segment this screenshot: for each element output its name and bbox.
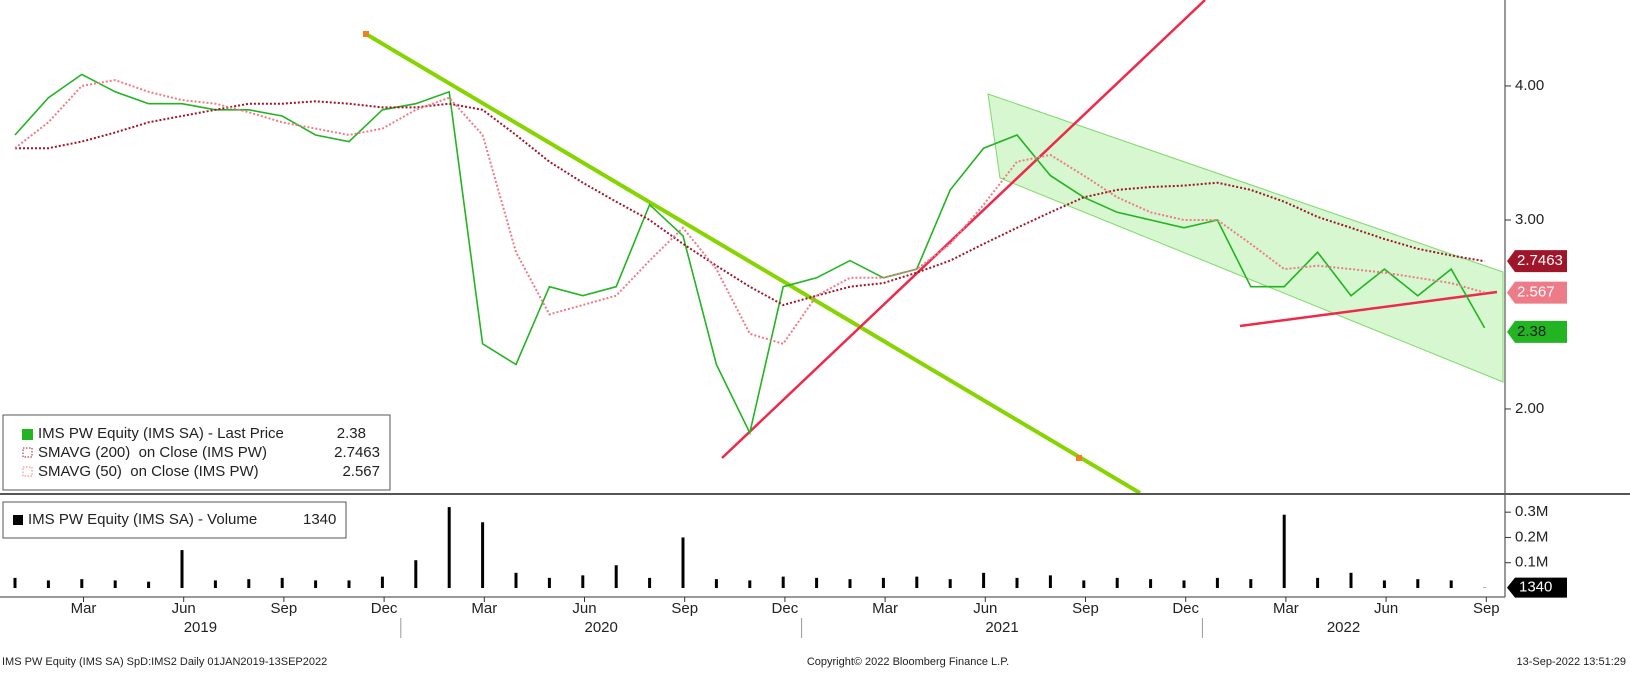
- x-tick-label: Jun: [973, 600, 997, 617]
- volume-bar: [1183, 580, 1186, 588]
- volume-bar: [648, 578, 651, 588]
- legend-value: 2.38: [337, 425, 366, 442]
- volume-bar: [882, 578, 885, 588]
- value-badge-label: 2.38: [1517, 323, 1546, 340]
- volume-bar: [448, 507, 451, 588]
- x-tick-label: Mar: [471, 600, 497, 617]
- y-tick-label: 3.00: [1515, 211, 1544, 228]
- x-tick-label: Dec: [371, 600, 398, 617]
- volume-bar: [80, 579, 83, 588]
- volume-bar: [1082, 580, 1085, 588]
- year-label: 2021: [985, 619, 1018, 636]
- volume-bar: [214, 580, 217, 588]
- volume-bar: [1416, 579, 1419, 588]
- x-tick-label: Mar: [872, 600, 898, 617]
- volume-bar: [1216, 578, 1219, 588]
- legend-swatch: [13, 515, 23, 525]
- volume-bar: [1350, 573, 1353, 588]
- volume-bar: [1383, 580, 1386, 588]
- volume-bar: [515, 573, 518, 588]
- volume-bar: [915, 577, 918, 588]
- year-label: 2020: [585, 619, 618, 636]
- volume-bar: [682, 537, 685, 588]
- volume-bar: [815, 578, 818, 588]
- volume-bar: [949, 579, 952, 588]
- volume-bar: [782, 577, 785, 588]
- x-tick-label: Dec: [1172, 600, 1199, 617]
- x-tick-label: Sep: [1473, 600, 1500, 617]
- trend-handle: [1076, 455, 1082, 461]
- x-tick-label: Dec: [772, 600, 799, 617]
- x-tick-label: Jun: [172, 600, 196, 617]
- legend-label: IMS PW Equity (IMS SA) - Volume: [28, 511, 257, 528]
- footer-right: 13-Sep-2022 13:51:29: [1517, 656, 1626, 668]
- volume-bar: [481, 522, 484, 588]
- legend-value: 1340: [303, 511, 336, 528]
- x-tick-label: Mar: [1273, 600, 1299, 617]
- volume-bar: [581, 575, 584, 588]
- volume-bar: [247, 579, 250, 588]
- y-tick-label: 0.3M: [1515, 503, 1548, 520]
- volume-bar: [1049, 575, 1052, 588]
- legend-label: IMS PW Equity (IMS SA) - Last Price: [38, 425, 284, 442]
- volume-bar: [47, 580, 50, 588]
- volume-bar: [281, 578, 284, 588]
- volume-bar: [1016, 578, 1019, 588]
- volume-bar: [548, 578, 551, 588]
- legend-value: 2.567: [342, 463, 380, 480]
- y-tick-label: 0.2M: [1515, 528, 1548, 545]
- volume-bar: [314, 580, 317, 588]
- volume-bar: [381, 577, 384, 588]
- x-tick-label: Sep: [271, 600, 298, 617]
- x-tick-label: Jun: [572, 600, 596, 617]
- y-tick-label: 2.00: [1515, 400, 1544, 417]
- x-tick-label: Mar: [71, 600, 97, 617]
- volume-bar: [181, 550, 184, 588]
- year-label: 2022: [1327, 619, 1360, 636]
- volume-bar: [348, 580, 351, 588]
- legend-label: SMAVG (200) on Close (IMS PW): [38, 444, 267, 461]
- volume-bar: [849, 579, 852, 588]
- volume-bar: [1283, 515, 1286, 588]
- volume-bar: [147, 582, 150, 588]
- value-badge-label: 2.567: [1517, 284, 1555, 301]
- volume-bar: [1116, 578, 1119, 588]
- volume-bar: [615, 565, 618, 588]
- volume-bar: [1450, 580, 1453, 588]
- volume-bar: [1316, 578, 1319, 588]
- x-tick-label: Jun: [1374, 600, 1398, 617]
- y-tick-label: 0.1M: [1515, 554, 1548, 571]
- legend-swatch: [22, 429, 33, 440]
- year-label: 2019: [184, 619, 217, 636]
- volume-bar: [1149, 579, 1152, 588]
- footer-left: IMS PW Equity (IMS SA) SpD:IMS2 Daily 01…: [2, 656, 327, 668]
- value-badge-label: 1340: [1519, 579, 1552, 596]
- footer-center: Copyright© 2022 Bloomberg Finance L.P.: [807, 656, 1009, 668]
- volume-bar: [414, 560, 417, 588]
- legend-label: SMAVG (50) on Close (IMS PW): [38, 463, 259, 480]
- volume-bar: [114, 580, 117, 588]
- legend-value: 2.7463: [334, 444, 380, 461]
- volume-bar: [982, 573, 985, 588]
- volume-bar: [715, 579, 718, 588]
- y-tick-label: 4.00: [1515, 77, 1544, 94]
- value-badge-label: 2.7463: [1517, 252, 1563, 269]
- volume-bar: [14, 578, 17, 588]
- x-tick-label: Sep: [671, 600, 698, 617]
- volume-bar: [748, 580, 751, 588]
- x-tick-label: Sep: [1072, 600, 1099, 617]
- trend-handle: [363, 31, 369, 37]
- volume-bar: [1249, 579, 1252, 588]
